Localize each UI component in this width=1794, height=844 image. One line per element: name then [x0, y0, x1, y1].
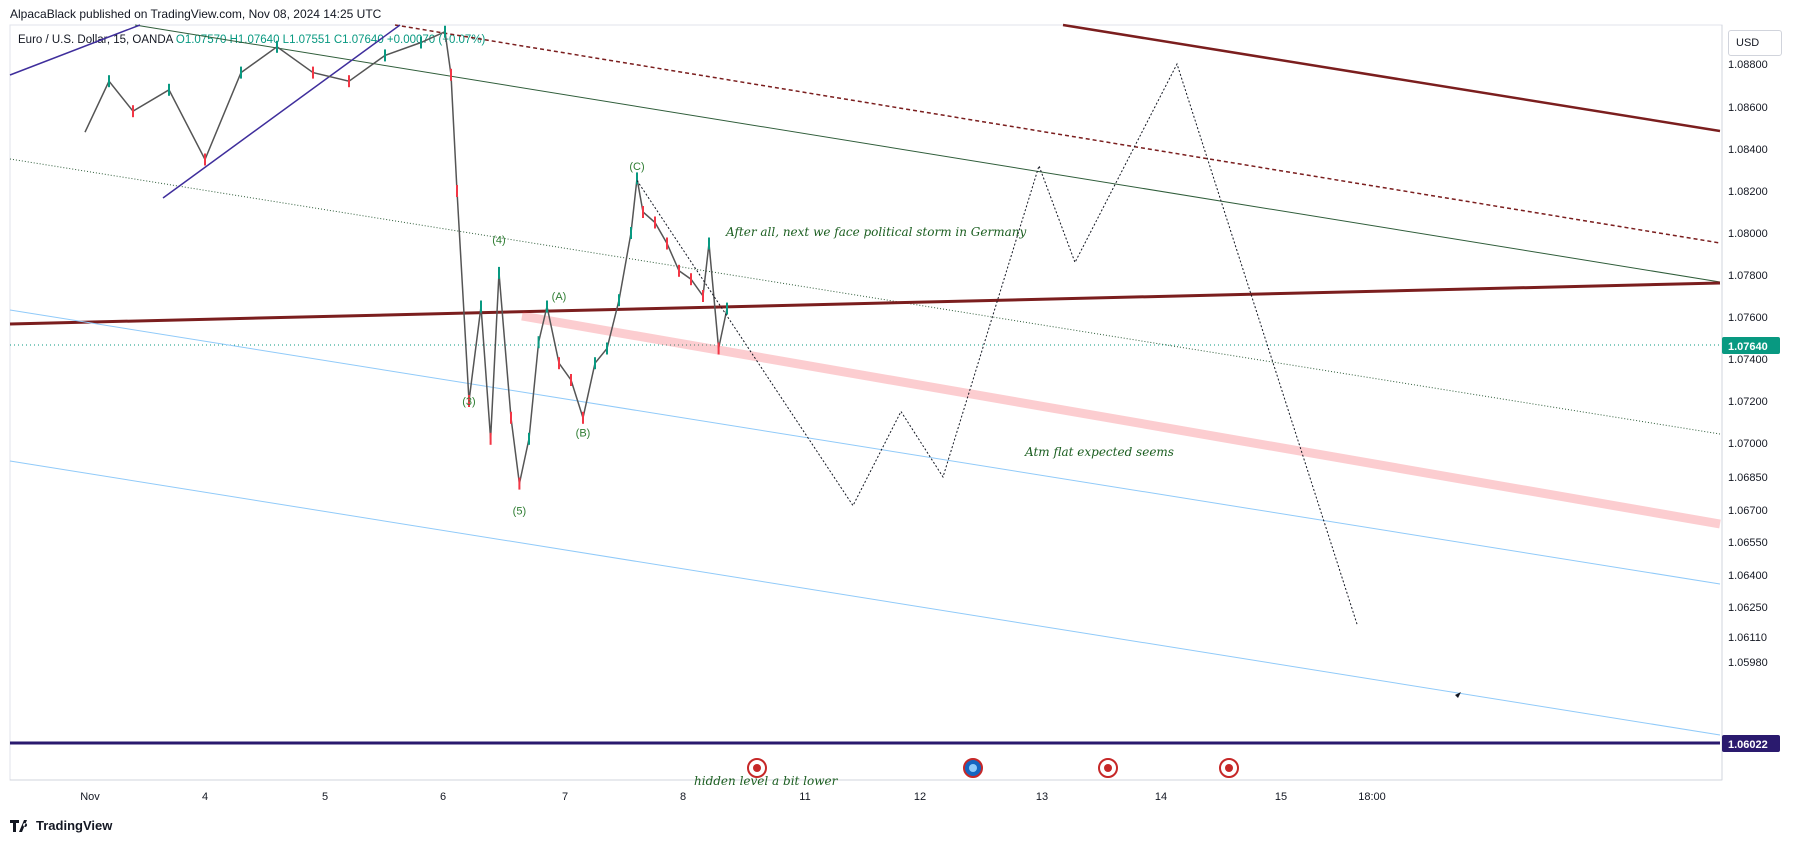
- price-tick-label: 1.06700: [1728, 505, 1768, 517]
- time-tick-label: 13: [1036, 791, 1048, 803]
- trend-lines: [9, 23, 1721, 745]
- rising-line-left: [9, 24, 141, 76]
- support-price-label: 1.06022: [1728, 739, 1768, 751]
- horizontal-resistance-line: [9, 281, 1721, 326]
- annotations: After all, next we face political storm …: [694, 225, 1174, 788]
- dashed-resistance-line: [394, 24, 1721, 244]
- annotation-text: After all, next we face political storm …: [725, 225, 1026, 239]
- change-value: +0.00070 (+0.07%): [386, 34, 486, 46]
- wave-label: (B): [576, 428, 591, 440]
- time-tick-label: 15: [1275, 791, 1287, 803]
- projection-arrowhead: [1455, 692, 1461, 698]
- price-series: [84, 25, 728, 490]
- current-price-label: 1.07640: [1728, 341, 1768, 353]
- price-tick-label: 1.08200: [1728, 186, 1768, 198]
- time-tick-label: 5: [322, 791, 328, 803]
- rising-line-right: [162, 24, 401, 199]
- wave-labels: (C) (4) (A) (3) (B) (5): [462, 161, 644, 517]
- wave-label: (5): [513, 505, 526, 517]
- symbol-legend: Euro / U.S. Dollar, 15, OANDA O1.07570 H…: [18, 34, 485, 46]
- wave-label: (C): [629, 161, 644, 173]
- price-tick-label: 1.08600: [1728, 102, 1768, 114]
- plot-frame: [9, 24, 1723, 781]
- time-tick-label: 4: [202, 791, 208, 803]
- annotation-text: Atm flat expected seems: [1024, 445, 1174, 459]
- price-tick-label: 1.06850: [1728, 472, 1768, 484]
- price-tick-label: 1.06250: [1728, 602, 1768, 614]
- current-price-badge: [1722, 337, 1780, 354]
- time-tick-label: 6: [440, 791, 446, 803]
- price-tick-label: 1.06110: [1728, 632, 1767, 644]
- price-tick-label: 1.08800: [1728, 59, 1768, 71]
- time-tick-label: 11: [799, 791, 810, 803]
- low-value: L1.07551: [282, 34, 331, 46]
- price-tick-label: 1.08000: [1728, 228, 1768, 240]
- axes: [9, 24, 1723, 781]
- red-channel-band: [521, 311, 1721, 529]
- event-icons: [747, 758, 1239, 778]
- blue-channel-upper: [9, 309, 1721, 585]
- price-tick-label: 1.07800: [1728, 270, 1768, 282]
- event-flag-icon: [1225, 764, 1233, 772]
- price-tick-label: 1.07400: [1728, 354, 1768, 366]
- upper-channel-line: [1062, 23, 1721, 133]
- event-flag-icon: [969, 764, 977, 772]
- time-tick-label: Nov: [80, 791, 100, 803]
- projection-path: [636, 62, 1461, 698]
- wave-label: (3): [462, 396, 475, 408]
- close-value: C1.07640: [333, 34, 384, 46]
- price-tick-label: 1.05980: [1728, 657, 1768, 669]
- time-tick-label: 12: [914, 791, 926, 803]
- price-tick-label: 1.07600: [1728, 312, 1768, 324]
- price-tick-label: 1.08400: [1728, 144, 1768, 156]
- time-tick-label: 8: [680, 791, 686, 803]
- high-value: H1.07640: [229, 34, 280, 46]
- time-tick-label: 14: [1155, 791, 1167, 803]
- price-tick-label: 1.06400: [1728, 570, 1768, 582]
- price-line: [84, 30, 728, 484]
- support-price-badge: [1722, 735, 1780, 752]
- event-flag-icon: [753, 764, 761, 772]
- annotation-text: hidden level a bit lower: [694, 774, 839, 788]
- footer-brand: TradingView: [10, 818, 112, 833]
- time-tick-label: 18:00: [1358, 791, 1386, 803]
- green-trend-line: [134, 24, 1721, 283]
- axis-ticks: 1.08800 1.08600 1.08400 1.08200 1.08000 1.078…: [80, 59, 1780, 803]
- symbol-name: Euro / U.S. Dollar, 15, OANDA: [18, 34, 173, 46]
- currency-button[interactable]: USD: [1728, 30, 1782, 56]
- event-flag-icon: [1104, 764, 1112, 772]
- price-tick-label: 1.07000: [1728, 438, 1768, 450]
- blue-channel-lower: [9, 460, 1721, 736]
- projection-line: [636, 62, 1358, 625]
- tradingview-logo-icon: [10, 819, 28, 832]
- open-value: O1.07570: [175, 34, 227, 46]
- wave-label: (4): [492, 235, 505, 247]
- wave-label: (A): [552, 291, 567, 303]
- dotted-midline: [9, 158, 1721, 435]
- price-tick-label: 1.06550: [1728, 537, 1768, 549]
- publisher-caption: AlpacaBlack published on TradingView.com…: [10, 7, 382, 21]
- price-tick-label: 1.07200: [1728, 396, 1768, 408]
- time-tick-label: 7: [562, 791, 568, 803]
